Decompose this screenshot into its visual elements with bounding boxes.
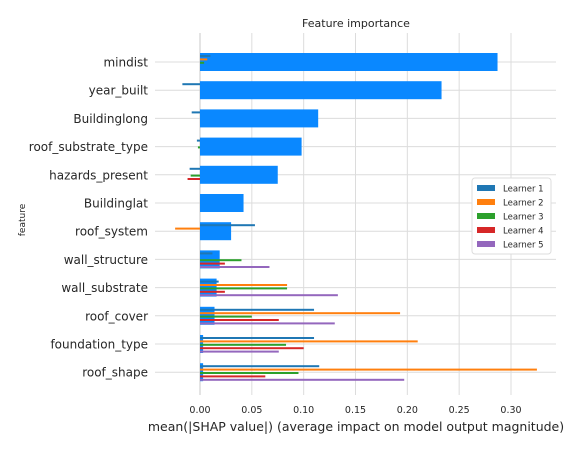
y-tick-label: roof_cover <box>85 309 148 323</box>
y-tick-label: year_built <box>89 84 149 98</box>
bar-wall_substrate-learner-4 <box>200 290 225 293</box>
bar-mindist-learner-2 <box>200 58 208 61</box>
x-tick-label: 0.25 <box>449 405 470 416</box>
bar-roof_substrate_type-learner-3 <box>197 146 200 149</box>
legend-swatch <box>477 213 495 219</box>
legend-label: Learner 5 <box>503 241 544 251</box>
bar-wall_substrate-learner-5 <box>200 294 338 297</box>
y-tick-label: wall_structure <box>64 253 148 267</box>
bar-roof_shape-learner-2 <box>200 368 537 371</box>
bar-year_built <box>200 81 442 100</box>
bar-roof_system-learner-1 <box>200 224 255 227</box>
bar-wall_structure-learner-4 <box>200 262 225 265</box>
bar-mindist <box>200 53 498 71</box>
y-tick-label: wall_substrate <box>61 281 148 295</box>
bar-roof_shape-learner-5 <box>200 378 405 381</box>
bar-hazards_present <box>200 165 278 184</box>
bar-wall_substrate-learner-1 <box>200 280 219 283</box>
bar-roof_cover-learner-4 <box>200 319 279 321</box>
bar-year_built-learner-1 <box>182 83 200 86</box>
y-tick-label: mindist <box>103 56 148 70</box>
bar-wall_structure-learner-5 <box>200 266 270 268</box>
bar-roof_substrate_type-learner-1 <box>196 139 200 142</box>
bar-Buildinglat <box>200 194 244 212</box>
y-tick-label: Buildinglong <box>73 112 148 126</box>
legend-swatch <box>477 241 495 247</box>
bar-wall_substrate-learner-3 <box>200 287 288 290</box>
legend-swatch <box>477 227 495 233</box>
bar-foundation_type-learner-3 <box>200 343 287 346</box>
legend-swatch <box>477 199 495 205</box>
chart-title: Feature importance <box>302 17 410 30</box>
bar-wall_substrate-learner-2 <box>200 284 288 286</box>
bars <box>175 53 537 382</box>
x-tick-labels: 0.00 0.05 0.10 0.15 0.20 0.25 0.30 <box>189 405 521 416</box>
legend-label: Learner 1 <box>503 185 544 195</box>
bar-foundation_type-learner-2 <box>200 340 418 343</box>
bar-foundation_type-learner-1 <box>200 337 315 339</box>
bar-Buildinglong-learner-1 <box>191 111 200 114</box>
x-tick-label: 0.00 <box>189 405 210 416</box>
bar-roof_cover-learner-3 <box>200 315 252 318</box>
legend-label: Learner 3 <box>503 213 544 223</box>
legend: Learner 1 Learner 2 Learner 3 Learner 4 Lear… <box>471 177 552 255</box>
bar-mindist-learner-1 <box>200 55 211 57</box>
bar-mindist-learner-3 <box>200 61 205 64</box>
x-tick-label: 0.30 <box>500 405 521 416</box>
bar-roof_substrate_type <box>200 137 302 156</box>
bar-Buildinglong <box>200 109 319 128</box>
bar-roof_system-learner-2 <box>175 227 200 230</box>
y-tick-labels: mindist year_built Buildinglong roof_substr… <box>29 56 148 380</box>
bar-hazards_present-learner-4 <box>187 178 200 180</box>
bar-roof_cover-learner-1 <box>200 308 315 311</box>
x-tick-label: 0.15 <box>345 405 366 416</box>
y-axis-label: feature <box>18 203 28 236</box>
bar-foundation_type-learner-5 <box>200 350 279 353</box>
bar-wall_structure-learner-1 <box>200 252 213 255</box>
y-tick-label: roof_substrate_type <box>29 140 148 154</box>
legend-box <box>471 177 552 255</box>
x-tick-label: 0.10 <box>293 405 314 416</box>
bar-roof_cover-learner-5 <box>200 322 335 325</box>
y-tick-label: roof_system <box>75 225 148 239</box>
bar-roof_shape-learner-1 <box>200 365 320 368</box>
y-tick-label: foundation_type <box>50 338 148 352</box>
x-tick-label: 0.05 <box>241 405 262 416</box>
bar-hazards_present-learner-1 <box>189 167 200 170</box>
bar-roof_shape-learner-3 <box>200 372 299 374</box>
bar-roof_cover-learner-2 <box>200 312 401 315</box>
y-tick-label: roof_shape <box>82 366 148 380</box>
legend-swatch <box>477 185 495 191</box>
legend-label: Learner 2 <box>503 199 544 209</box>
bar-roof_shape-learner-4 <box>200 375 266 378</box>
y-tick-label: hazards_present <box>49 168 148 182</box>
x-axis-label: mean(|SHAP value|) (average impact on mo… <box>148 419 564 434</box>
bar-wall_structure-learner-3 <box>200 259 242 262</box>
bar-roof_system <box>200 222 232 241</box>
x-tick-label: 0.20 <box>397 405 418 416</box>
bar-foundation_type-learner-4 <box>200 347 304 350</box>
y-tick-label: Buildinglat <box>84 197 148 211</box>
legend-label: Learner 4 <box>503 227 544 237</box>
bar-hazards_present-learner-3 <box>190 174 200 177</box>
